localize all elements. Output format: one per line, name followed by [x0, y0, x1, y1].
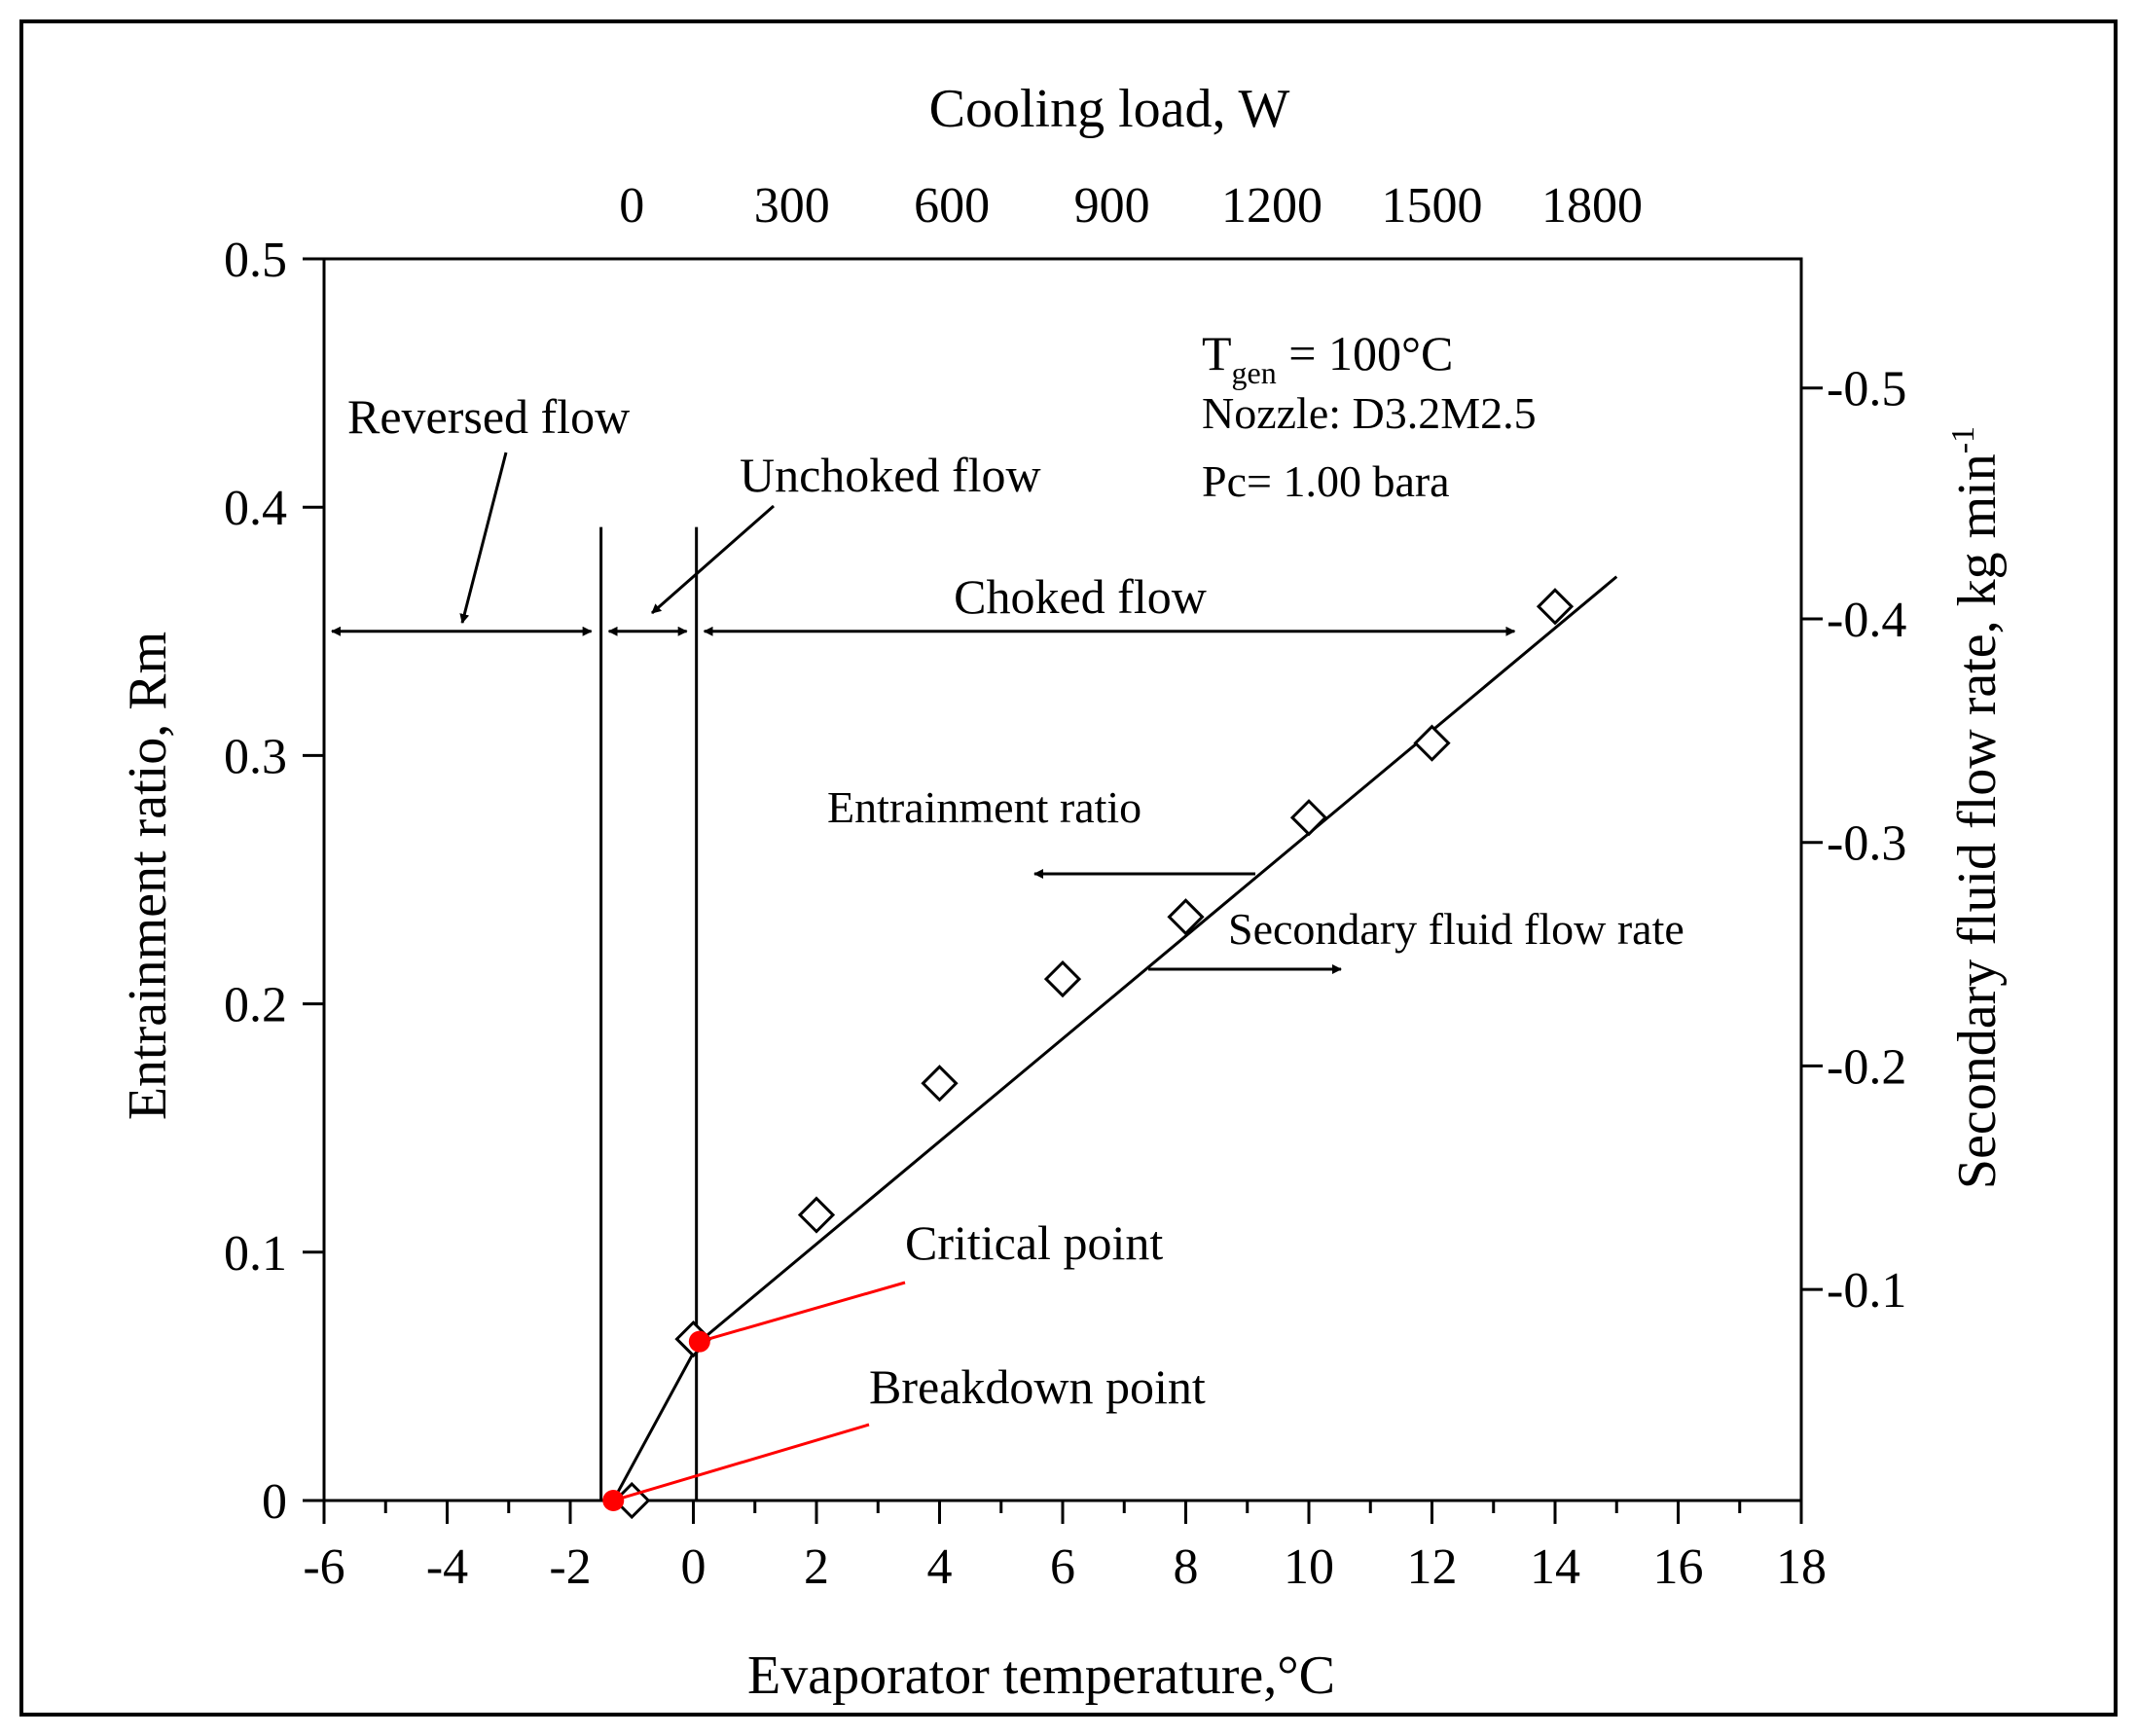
right-tick-label: -0.5	[1827, 362, 1906, 417]
flow-regime-arrows: Reversed flow Unchoked flow Choked flow	[331, 389, 1516, 636]
right-axis-ticks: -0.1 -0.2 -0.3 -0.4 -0.5	[1801, 362, 1906, 1319]
right-axis-title-main: Secondary fluid flow rate, kg min	[1947, 453, 2008, 1189]
right-tick-label: -0.3	[1827, 816, 1906, 872]
x-tick-label: -6	[303, 1539, 344, 1595]
info-box: Tgen = 100°C Nozzle: D3.2M2.5 Pc= 1.00 b…	[1202, 326, 1537, 506]
top-tick-label: 300	[754, 178, 830, 234]
entrainment-ratio-annotation: Entrainment ratio	[827, 782, 1141, 832]
special-point	[602, 1490, 625, 1511]
top-axis-ticks: 0 300 600 900 1200 1500 1800	[619, 178, 1643, 234]
data-point	[1413, 724, 1451, 762]
info-tgen-sub: gen	[1232, 355, 1277, 390]
x-axis-ticks: -6 -4 -2 0 2 4 6 8 10 12 14 16 18	[303, 1501, 1827, 1595]
y-tick-label: 0.1	[224, 1226, 287, 1282]
y-tick-label: 0.3	[224, 729, 287, 784]
data-point	[921, 1065, 959, 1103]
info-tgen-main: T	[1202, 326, 1232, 380]
x-tick-label: 12	[1407, 1539, 1458, 1595]
special-point-label: Critical point	[905, 1215, 1163, 1270]
right-axis-title: Secondary fluid flow rate, kg min-1	[1945, 426, 2008, 1189]
right-tick-label: -0.1	[1827, 1263, 1906, 1319]
y-tick-label: 0.4	[224, 481, 287, 536]
series-annotations: Entrainment ratio Secondary fluid flow r…	[459, 452, 1684, 974]
special-point	[688, 1330, 710, 1353]
y-tick-label: 0	[262, 1474, 287, 1530]
x-tick-label: -4	[426, 1539, 468, 1595]
top-axis-title: Cooling load, W	[929, 79, 1290, 139]
unchoked-flow-pointer	[651, 504, 775, 615]
data-point	[1536, 588, 1575, 626]
figure-border	[19, 19, 2118, 1717]
x-tick-label: 0	[681, 1539, 706, 1595]
y-axis-ticks: 0 0.1 0.2 0.3 0.4 0.5	[224, 233, 324, 1530]
info-tgen-value: = 100°C	[1277, 326, 1454, 380]
x-tick-label: 14	[1530, 1539, 1580, 1595]
top-tick-label: 1200	[1221, 178, 1322, 234]
x-tick-label: 2	[804, 1539, 829, 1595]
x-axis-title: Evaporator temperature,°C	[747, 1646, 1335, 1706]
regime-label: Unchoked flow	[740, 448, 1041, 502]
y-tick-label: 0.5	[224, 233, 287, 288]
y-tick-label: 0.2	[224, 978, 287, 1033]
info-pc: Pc= 1.00 bara	[1202, 456, 1450, 506]
y-axis-title: Entrainment ratio, Rm	[118, 632, 178, 1120]
data-points	[613, 588, 1575, 1520]
top-tick-label: 1500	[1382, 178, 1483, 234]
special-point-leader	[699, 1281, 906, 1344]
info-nozzle: Nozzle: D3.2M2.5	[1202, 388, 1537, 438]
data-point	[1043, 959, 1082, 998]
secondary-flow-annotation: Secondary fluid flow rate	[1228, 904, 1684, 954]
info-tgen: Tgen = 100°C	[1202, 326, 1453, 390]
x-tick-label: 16	[1653, 1539, 1704, 1595]
special-point-label: Breakdown point	[869, 1359, 1206, 1414]
x-tick-label: -2	[549, 1539, 591, 1595]
right-axis-title-sup: -1	[1945, 426, 1981, 453]
regime-label: Reversed flow	[347, 389, 630, 444]
special-points: Critical point Breakdown point	[602, 1215, 1206, 1511]
data-point	[1289, 799, 1328, 837]
top-tick-label: 1800	[1541, 178, 1643, 234]
x-tick-label: 4	[927, 1539, 953, 1595]
x-tick-label: 8	[1174, 1539, 1199, 1595]
top-tick-label: 900	[1074, 178, 1150, 234]
x-tick-label: 6	[1050, 1539, 1075, 1595]
data-point	[1167, 898, 1205, 936]
top-tick-label: 0	[619, 178, 644, 234]
right-tick-label: -0.4	[1827, 593, 1906, 648]
special-point-leader	[612, 1423, 870, 1502]
regime-label: Choked flow	[954, 569, 1207, 624]
regime-boundaries	[599, 526, 699, 1501]
top-tick-label: 600	[914, 178, 990, 234]
x-tick-label: 10	[1284, 1539, 1334, 1595]
reversed-flow-pointer	[459, 452, 508, 624]
x-tick-label: 18	[1776, 1539, 1827, 1595]
right-tick-label: -0.2	[1827, 1039, 1906, 1095]
plot-frame	[322, 257, 1803, 1502]
data-point	[797, 1196, 836, 1234]
